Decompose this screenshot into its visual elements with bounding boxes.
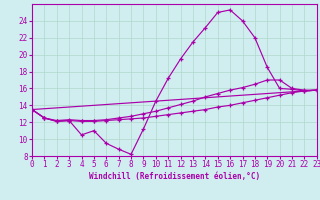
X-axis label: Windchill (Refroidissement éolien,°C): Windchill (Refroidissement éolien,°C) — [89, 172, 260, 181]
